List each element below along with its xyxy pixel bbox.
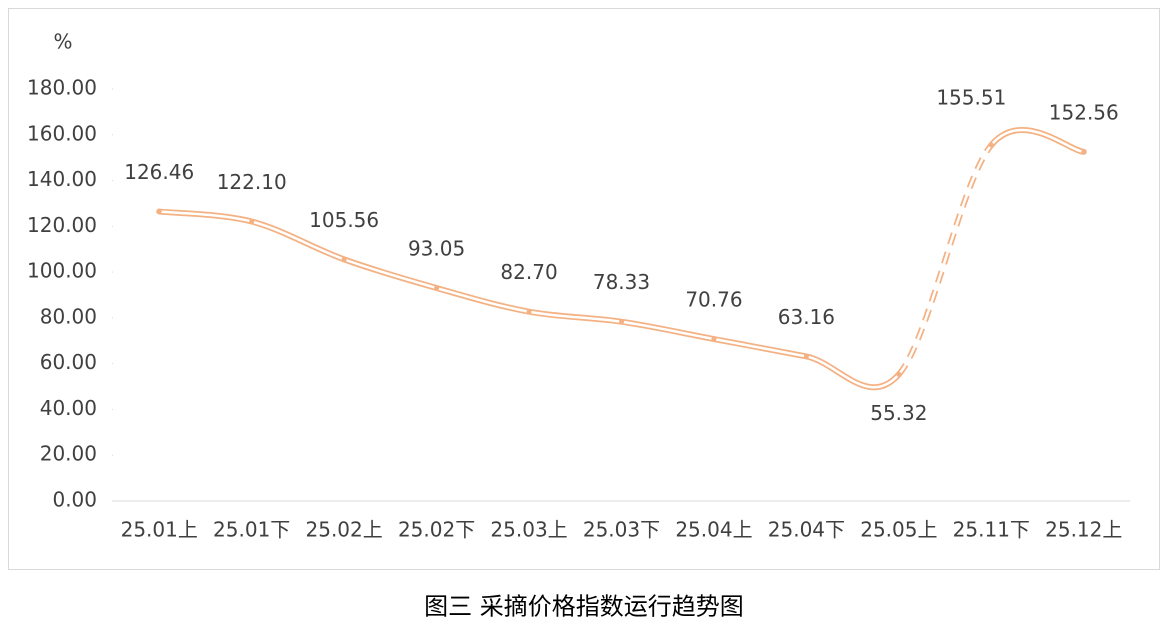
y-tick-label: 0.00: [52, 488, 97, 512]
y-tick-label: 180.00: [27, 76, 97, 100]
data-label: 63.16: [778, 305, 835, 329]
y-tick-label: 160.00: [27, 121, 97, 145]
point: [526, 309, 532, 315]
point: [711, 336, 717, 342]
y-tick-label: 20.00: [40, 442, 97, 466]
point: [619, 319, 624, 325]
data-label: 93.05: [408, 237, 465, 261]
line-core: [990, 128, 1086, 154]
x-tick-label: 25.11下: [953, 518, 1030, 542]
x-tick-label: 25.12上: [1045, 518, 1122, 542]
x-tick-label: 25.04下: [768, 518, 845, 542]
x-tick-label: 25.05上: [860, 518, 937, 542]
point: [988, 142, 994, 148]
data-label: 82.70: [500, 260, 557, 284]
y-tick-label: 60.00: [40, 350, 97, 374]
data-label: 55.32: [870, 401, 927, 425]
data-label: 122.10: [217, 170, 287, 194]
data-label: 126.46: [124, 160, 194, 184]
data-label: 70.76: [685, 288, 742, 312]
x-tick-label: 25.02下: [398, 518, 475, 542]
data-label: 105.56: [309, 208, 379, 232]
point: [434, 285, 440, 291]
y-tick-label: 100.00: [27, 259, 97, 283]
x-tick-label: 25.04上: [675, 518, 752, 542]
x-tick-label: 25.01上: [121, 518, 198, 542]
x-tick-label: 25.02上: [306, 518, 383, 542]
point: [156, 209, 162, 215]
chart-caption: 图三 采摘价格指数运行趋势图: [424, 593, 744, 621]
y-tick-label: 120.00: [27, 213, 97, 237]
point: [896, 371, 902, 377]
data-label: 78.33: [593, 270, 650, 294]
y-axis-label: %: [53, 30, 72, 54]
chart-frame: [8, 8, 1160, 570]
y-tick-label: 80.00: [40, 304, 97, 328]
y-tick-label: 140.00: [27, 167, 97, 191]
point: [341, 256, 347, 262]
x-tick-label: 25.03上: [490, 518, 567, 542]
x-tick-label: 25.01下: [213, 518, 290, 542]
data-label: 155.51: [936, 86, 1006, 110]
data-label: 152.56: [1049, 100, 1119, 124]
point: [249, 219, 255, 225]
point: [1081, 149, 1087, 155]
line-dashed-core: [897, 144, 993, 376]
x-tick-label: 25.03下: [583, 518, 660, 542]
y-tick-label: 40.00: [40, 396, 97, 420]
point: [803, 353, 809, 359]
